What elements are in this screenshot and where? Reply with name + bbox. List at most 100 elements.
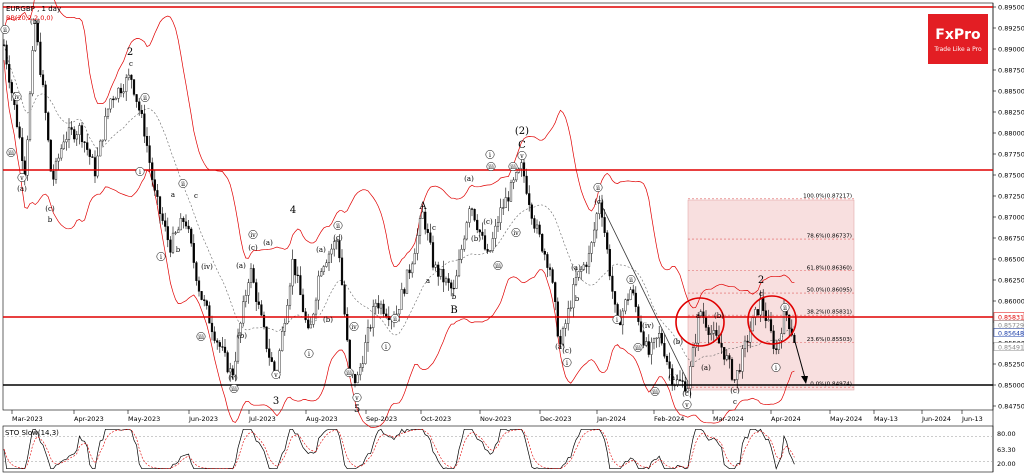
candle-body bbox=[314, 299, 318, 315]
candle-body bbox=[788, 314, 791, 330]
candle-body bbox=[561, 328, 565, 345]
wave-label: (c) bbox=[682, 390, 692, 398]
candle-body bbox=[130, 74, 133, 80]
wave-label-circle bbox=[352, 393, 362, 402]
wave-label: (b) bbox=[673, 338, 683, 346]
wave-label: (v) bbox=[228, 374, 238, 382]
candle-body bbox=[18, 126, 21, 138]
price-tick-label: 0.88500 bbox=[998, 88, 1024, 96]
candle-body bbox=[416, 235, 419, 254]
wave-label: i bbox=[489, 152, 491, 159]
candle-body bbox=[707, 327, 710, 335]
candle-body bbox=[720, 343, 723, 348]
wave-label: (b) bbox=[237, 332, 247, 340]
candle-body bbox=[632, 289, 635, 294]
candle-body bbox=[655, 337, 658, 340]
candle-body bbox=[387, 316, 390, 321]
wave-label: (c) bbox=[730, 387, 740, 395]
candle-body bbox=[379, 303, 383, 309]
candle-body bbox=[437, 264, 440, 277]
candle-body bbox=[639, 321, 643, 332]
candle-body bbox=[548, 267, 552, 270]
candle-body bbox=[26, 139, 29, 176]
candle-body bbox=[93, 157, 97, 177]
wave-label: a bbox=[426, 277, 430, 285]
candle-body bbox=[28, 93, 32, 141]
candle-body bbox=[626, 299, 630, 301]
wave-label: (a) bbox=[701, 364, 711, 372]
candle-body bbox=[660, 333, 663, 344]
wave-label-circle bbox=[349, 322, 359, 331]
candle-body bbox=[340, 257, 344, 285]
wave-label-circle bbox=[12, 92, 22, 101]
price-tick-label: 0.87750 bbox=[998, 151, 1024, 159]
projection-arrowhead bbox=[801, 376, 808, 384]
candle-body bbox=[595, 213, 598, 231]
time-tick-label: Oct-2023 bbox=[421, 415, 451, 423]
candle-body bbox=[101, 139, 104, 142]
wave-label-circle bbox=[271, 370, 281, 379]
wave-label: v bbox=[354, 395, 359, 402]
wave-label: iv bbox=[250, 232, 256, 239]
candle-body bbox=[41, 74, 45, 86]
candle-body bbox=[590, 242, 593, 254]
candle-body bbox=[509, 182, 513, 202]
wave-label: (b) bbox=[323, 316, 333, 324]
candle-body bbox=[218, 342, 221, 347]
candle-body bbox=[208, 305, 211, 324]
candle-body bbox=[5, 44, 8, 65]
wave-label: (a) bbox=[316, 246, 326, 254]
wave-label: C bbox=[518, 140, 526, 151]
candle-body bbox=[229, 368, 232, 373]
candle-body bbox=[325, 262, 328, 267]
candle-body bbox=[569, 307, 572, 309]
wave-label: iii bbox=[495, 263, 501, 270]
wave-label: 5 bbox=[354, 404, 360, 415]
candle-body bbox=[44, 84, 47, 113]
candle-body bbox=[507, 197, 510, 202]
wave-label: (a) bbox=[668, 374, 678, 382]
wave-label: ii bbox=[143, 95, 147, 102]
wave-label-circle bbox=[333, 221, 343, 230]
price-tick-label: 0.89500 bbox=[998, 4, 1024, 12]
fib-level-label: 38.2%(0.85831) bbox=[807, 310, 852, 316]
osc-d-line bbox=[3, 429, 795, 470]
highlight-circle-2 bbox=[747, 295, 797, 345]
candle-body bbox=[450, 282, 453, 289]
candle-body bbox=[156, 190, 159, 197]
candle-body bbox=[515, 172, 518, 181]
candle-body bbox=[257, 301, 260, 305]
time-tick-label: Feb-2024 bbox=[654, 415, 684, 423]
time-axis: Mar-2023 Apr-2023 May-2023 Jun-2023 Jul-2023… bbox=[11, 410, 983, 423]
candle-body bbox=[143, 113, 146, 137]
candle-body bbox=[359, 367, 362, 376]
candle-body bbox=[593, 229, 596, 243]
candle-body bbox=[478, 229, 481, 233]
price-tick-label: 0.89250 bbox=[998, 25, 1024, 33]
candle-body bbox=[153, 179, 156, 191]
time-tick-label: May-13 bbox=[874, 415, 898, 423]
candle-body bbox=[405, 269, 409, 294]
candle-body bbox=[75, 134, 78, 140]
wave-label-circle bbox=[248, 230, 258, 239]
candle-body bbox=[330, 248, 333, 255]
candle-body bbox=[411, 263, 414, 274]
candle-body bbox=[252, 268, 255, 283]
candle-body bbox=[60, 148, 63, 159]
candle-body bbox=[86, 142, 89, 150]
candle-body bbox=[699, 311, 702, 317]
wave-label: (a) bbox=[263, 239, 273, 247]
time-tick-label: May-2024 bbox=[830, 415, 862, 423]
wave-label: ii bbox=[629, 277, 633, 284]
candle-body bbox=[294, 258, 297, 276]
wave-label: c bbox=[733, 398, 737, 406]
candle-body bbox=[106, 108, 110, 117]
candle-body bbox=[52, 170, 55, 180]
candle-body bbox=[658, 333, 661, 339]
candle-body bbox=[234, 360, 237, 376]
wave-label: (c) bbox=[248, 244, 258, 252]
candle-body bbox=[551, 269, 554, 283]
candle-body bbox=[8, 64, 11, 83]
candle-body bbox=[364, 342, 367, 364]
candle-body bbox=[73, 129, 76, 140]
